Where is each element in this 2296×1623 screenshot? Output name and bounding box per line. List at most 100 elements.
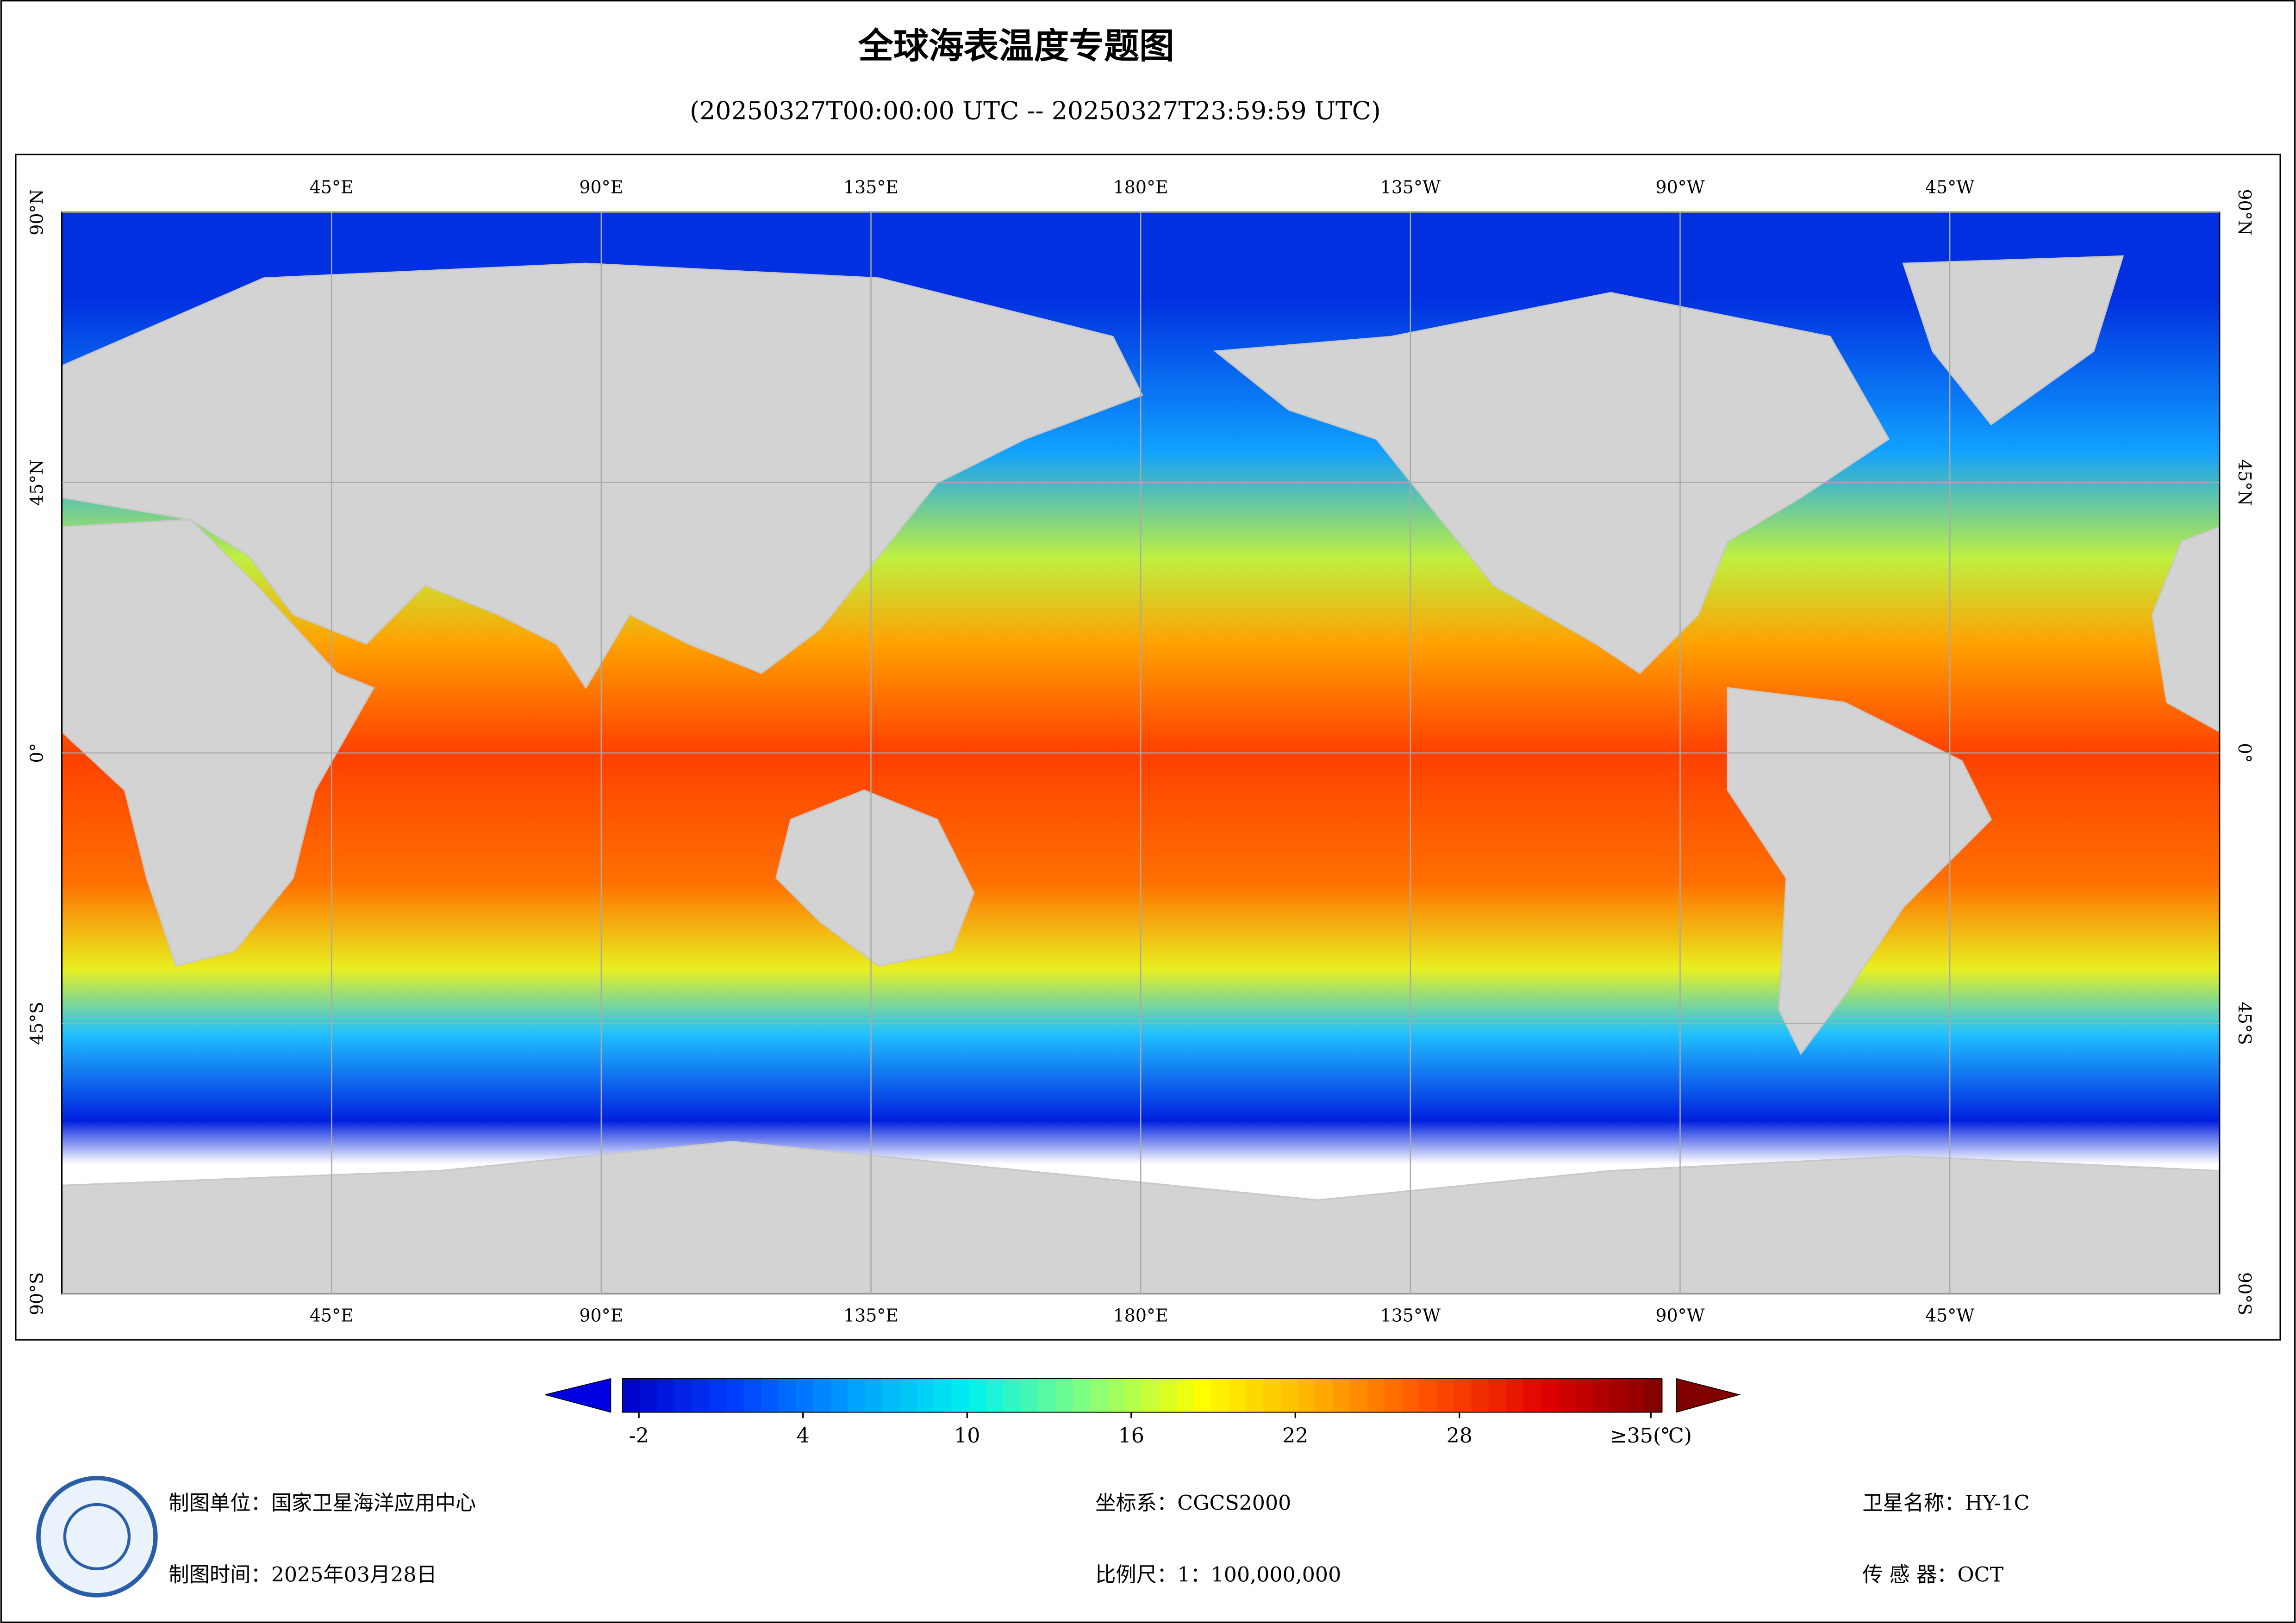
colorbar-cell	[640, 1378, 658, 1412]
lat-label-left: 45°S	[26, 1002, 47, 1045]
colorbar-cell	[795, 1378, 814, 1412]
lon-label-bottom: 90°E	[579, 1306, 623, 1326]
colorbar-border	[622, 1378, 1662, 1413]
colorbar-cell	[1124, 1378, 1143, 1412]
africa	[61, 519, 375, 967]
colorbar-cell	[899, 1378, 918, 1412]
colorbar-cell	[778, 1378, 797, 1412]
colorbar-cell	[1367, 1378, 1385, 1412]
footer-satellite: 卫星名称：HY-1C	[1862, 1491, 2029, 1515]
colorbar-tick-label: ≥35(℃)	[1610, 1424, 1692, 1448]
colorbar-cell	[1402, 1378, 1420, 1412]
colorbar-cell	[1610, 1378, 1628, 1412]
lon-label-bottom: 135°W	[1380, 1306, 1441, 1326]
colorbar-cell	[1558, 1378, 1576, 1412]
colorbar-cell	[1592, 1378, 1611, 1412]
colorbar-cell	[1488, 1378, 1507, 1412]
colorbar-tick-label: 4	[797, 1424, 810, 1448]
colorbar-low-arrow	[544, 1378, 611, 1413]
colorbar: -2 4 10 16 22 28 ≥35(℃)	[622, 1378, 1692, 1448]
colorbar-cell	[986, 1378, 1004, 1412]
subtitle: (20250327T00:00:00 UTC -- 20250327T23:59…	[690, 96, 1381, 125]
lon-label-bottom: 90°W	[1655, 1306, 1704, 1326]
colorbar-cell	[1471, 1378, 1490, 1412]
colorbar-cell	[709, 1378, 727, 1412]
lat-label-right: 0°	[2234, 743, 2255, 763]
logo	[36, 1476, 158, 1598]
lon-label-top: 90°W	[1655, 177, 1704, 197]
lon-label-top: 135°E	[843, 177, 898, 197]
colorbar-cell	[1541, 1378, 1559, 1412]
colorbar-cell	[1523, 1378, 1541, 1412]
colorbar-cell	[848, 1378, 866, 1412]
footer-unit: 制图单位：国家卫星海洋应用中心	[168, 1491, 476, 1515]
footer-date: 制图时间：2025年03月28日	[168, 1563, 437, 1586]
colorbar-tick-label: -2	[629, 1424, 649, 1448]
lon-label-bottom: 135°E	[843, 1306, 898, 1326]
colorbar-cell	[1575, 1378, 1593, 1412]
colorbar-cell	[1055, 1378, 1074, 1412]
colorbar-cell	[969, 1378, 987, 1412]
colorbar-cell	[951, 1378, 970, 1412]
lon-label-bottom: 45°W	[1925, 1306, 1974, 1326]
lat-label-right: 90°N	[2234, 189, 2255, 235]
colorbar-cell	[1142, 1378, 1160, 1412]
colorbar-cell	[1436, 1378, 1455, 1412]
colorbar-cell	[1280, 1378, 1299, 1412]
colorbar-cell	[692, 1378, 710, 1412]
colorbar-cell	[882, 1378, 901, 1412]
colorbar-cell	[1038, 1378, 1056, 1412]
greenland	[1902, 255, 2124, 426]
colorbar-cell	[1332, 1378, 1351, 1412]
colorbar-tick-label: 28	[1447, 1424, 1472, 1448]
logo-inner	[63, 1503, 131, 1571]
colorbar-cell	[934, 1378, 953, 1412]
footer-crs: 坐标系：CGCS2000	[1095, 1491, 1291, 1515]
south-america	[1727, 687, 1992, 1055]
colorbar-cell	[1350, 1378, 1368, 1412]
colorbar-tick-label: 22	[1282, 1424, 1308, 1448]
lon-label-bottom: 180°E	[1113, 1306, 1168, 1326]
lat-label-right: 90°S	[2234, 1272, 2255, 1315]
colorbar-cell	[1090, 1378, 1109, 1412]
lat-label-left: 90°N	[26, 189, 47, 235]
colorbar-cell	[1263, 1378, 1282, 1412]
colorbar-cell	[657, 1378, 675, 1412]
lon-label-top: 180°E	[1113, 177, 1168, 197]
colorbar-cell	[1627, 1378, 1646, 1412]
colorbar-cell	[1177, 1378, 1195, 1412]
title: 全球海表温度专题图	[858, 25, 1174, 66]
colorbar-cell	[674, 1378, 693, 1412]
lon-label-top: 45°W	[1925, 177, 1974, 197]
colorbar-cell	[1315, 1378, 1334, 1412]
colorbar-cell	[1003, 1378, 1022, 1412]
footer-scale: 比例尺：1：100,000,000	[1095, 1563, 1341, 1586]
colorbar-cell	[1021, 1378, 1039, 1412]
colorbar-cell	[1211, 1378, 1230, 1412]
lat-label-left: 45°N	[26, 460, 47, 506]
footer-sensor: 传 感 器：OCT	[1862, 1563, 2003, 1586]
colorbar-cell	[1385, 1378, 1403, 1412]
colorbar-cell	[865, 1378, 883, 1412]
colorbar-cell	[622, 1378, 641, 1412]
lon-label-top: 135°W	[1380, 177, 1441, 197]
colorbar-cell	[813, 1378, 831, 1412]
colorbar-cell	[1298, 1378, 1316, 1412]
colorbar-cell	[1506, 1378, 1524, 1412]
lon-label-top: 45°E	[310, 177, 354, 197]
map-area	[61, 211, 2221, 1295]
colorbar-cell	[726, 1378, 745, 1412]
colorbar-cell	[917, 1378, 935, 1412]
lat-label-right: 45°S	[2234, 1002, 2255, 1045]
colorbar-tick-label: 16	[1118, 1424, 1144, 1448]
colorbar-cell	[1159, 1378, 1178, 1412]
colorbar-cell	[1107, 1378, 1126, 1412]
lat-label-right: 45°N	[2234, 460, 2255, 506]
lat-label-left: 90°S	[26, 1272, 47, 1315]
colorbar-cell	[1246, 1378, 1264, 1412]
colorbar-tick-label: 10	[954, 1424, 980, 1448]
colorbar-cell	[830, 1378, 849, 1412]
colorbar-cell	[743, 1378, 762, 1412]
